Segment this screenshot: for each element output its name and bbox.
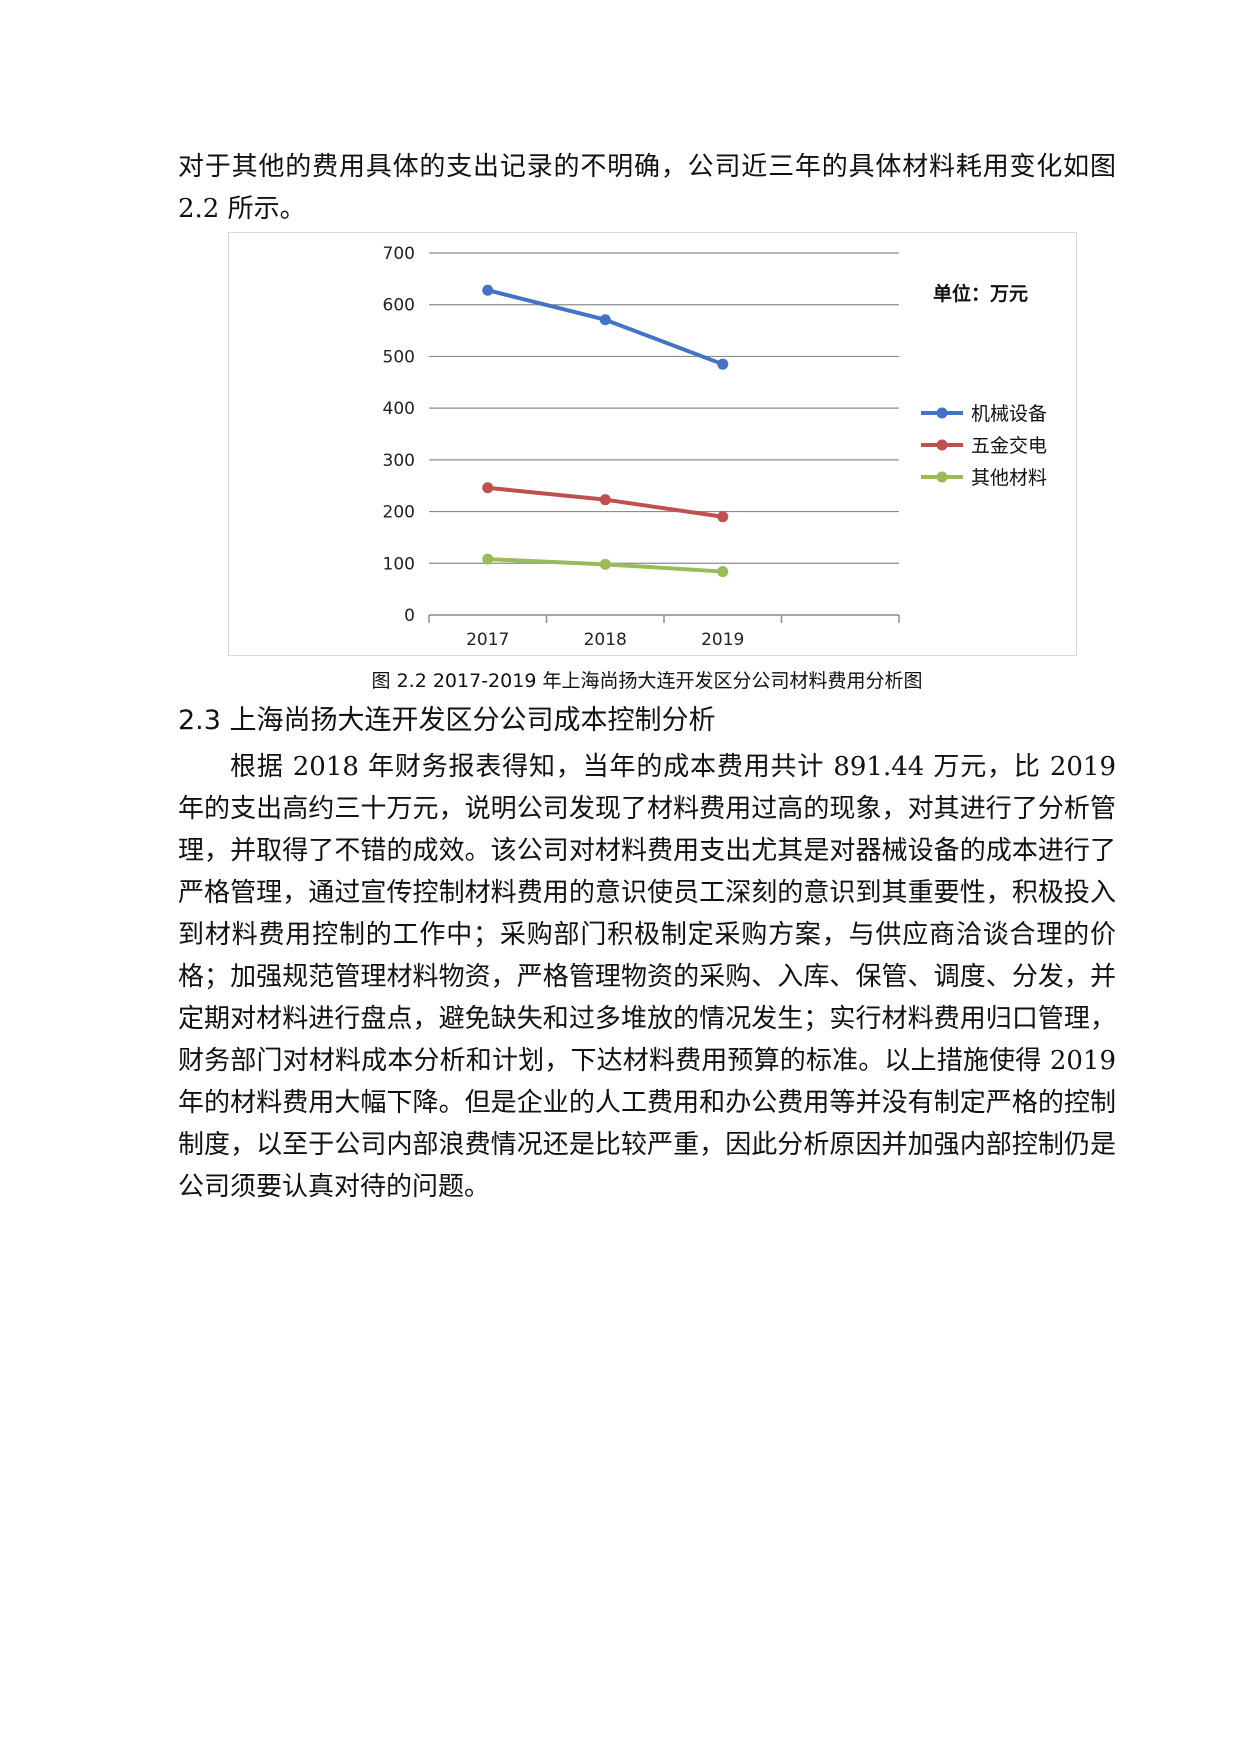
y-tick-label: 500 — [383, 347, 415, 367]
y-tick-label: 200 — [383, 503, 415, 523]
figure-caption: 图 2.2 2017-2019 年上海尚扬大连开发区分公司材料费用分析图 — [371, 670, 923, 692]
data-point — [599, 558, 611, 570]
series-line — [487, 288, 724, 367]
data-point — [482, 482, 494, 494]
legend-marker — [936, 407, 948, 419]
y-tick-label: 0 — [404, 606, 415, 626]
data-point — [717, 566, 729, 578]
body-paragraph: 根据 2018 年财务报表得知，当年的成本费用共计 891.44 万元，比 20… — [178, 752, 1116, 1202]
y-tick-label: 300 — [383, 451, 415, 471]
chart-frame: 0 100 200 300 400 500 600 700 2017 2018 2019 单位：万元机… — [228, 232, 1077, 656]
x-tick-label: 2018 — [584, 630, 627, 650]
data-point — [717, 358, 729, 370]
data-point — [482, 284, 494, 296]
y-tick-label: 400 — [383, 399, 415, 419]
data-point — [482, 553, 494, 565]
intro-paragraph: 对于其他的费用具体的支出记录的不明确，公司近三年的具体材料耗用变化如图 2.2 … — [178, 152, 1116, 224]
data-point — [599, 494, 611, 506]
y-tick-label: 600 — [383, 296, 415, 316]
line-chart: 0 100 200 300 400 500 600 700 2017 2018 2019 单位：万元机… — [383, 244, 1047, 650]
unit-annotation: 单位：万元 — [933, 282, 1028, 305]
data-point — [717, 511, 729, 523]
legend-label: 五金交电 — [971, 435, 1047, 457]
legend-label: 其他材料 — [971, 467, 1047, 489]
x-tick-label: 2017 — [466, 630, 509, 650]
x-tick-label: 2019 — [701, 630, 744, 650]
data-point — [599, 314, 611, 326]
y-tick-label: 700 — [383, 244, 415, 264]
legend-marker — [936, 471, 948, 483]
section-heading: 2.3 上海尚扬大连开发区分公司成本控制分析 — [178, 705, 716, 736]
legend-marker — [936, 439, 948, 451]
y-tick-label: 100 — [383, 554, 415, 574]
legend-label: 机械设备 — [971, 403, 1047, 425]
